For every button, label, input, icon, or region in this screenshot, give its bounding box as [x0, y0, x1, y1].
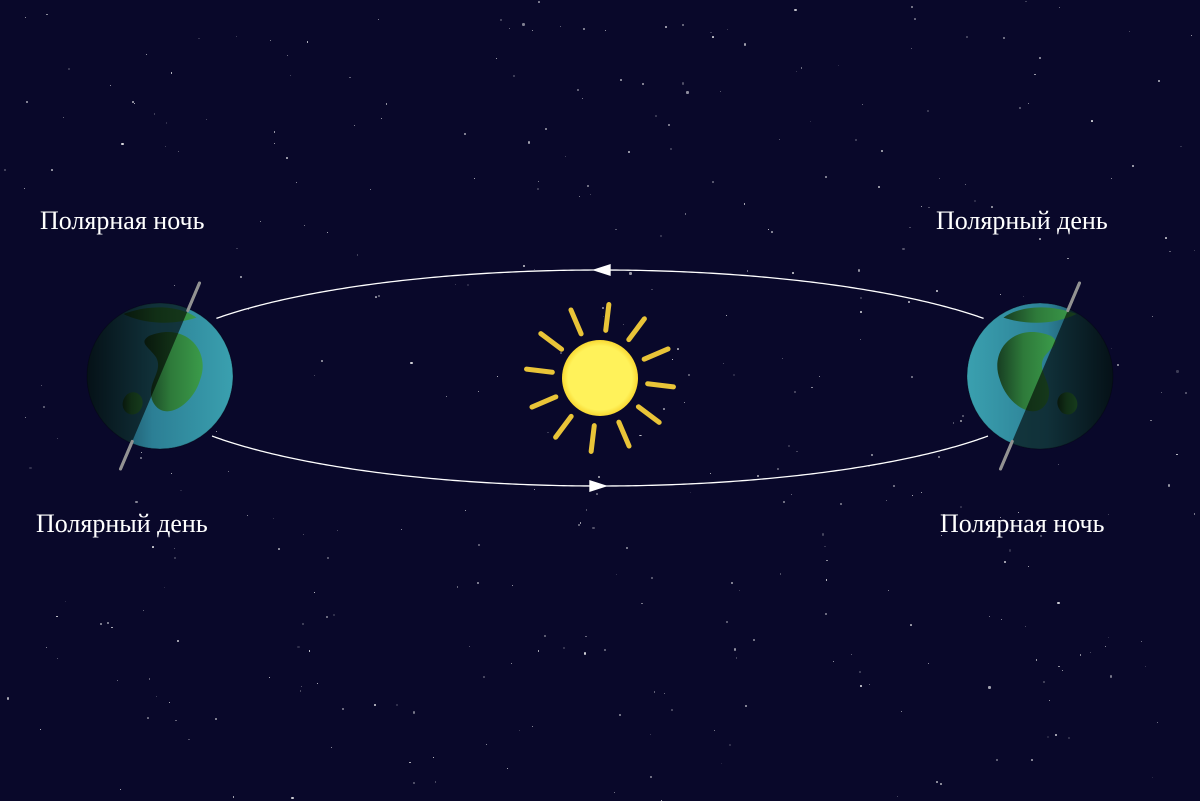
sun [527, 305, 674, 452]
label-top-left: Полярная ночь [40, 206, 204, 236]
label-bottom-right: Полярная ночь [940, 509, 1104, 539]
orbital-diagram [0, 0, 1200, 801]
label-bottom-left: Полярный день [36, 509, 208, 539]
earth-right [967, 283, 1137, 475]
label-top-right: Полярный день [936, 206, 1108, 236]
earth-left [63, 277, 233, 469]
